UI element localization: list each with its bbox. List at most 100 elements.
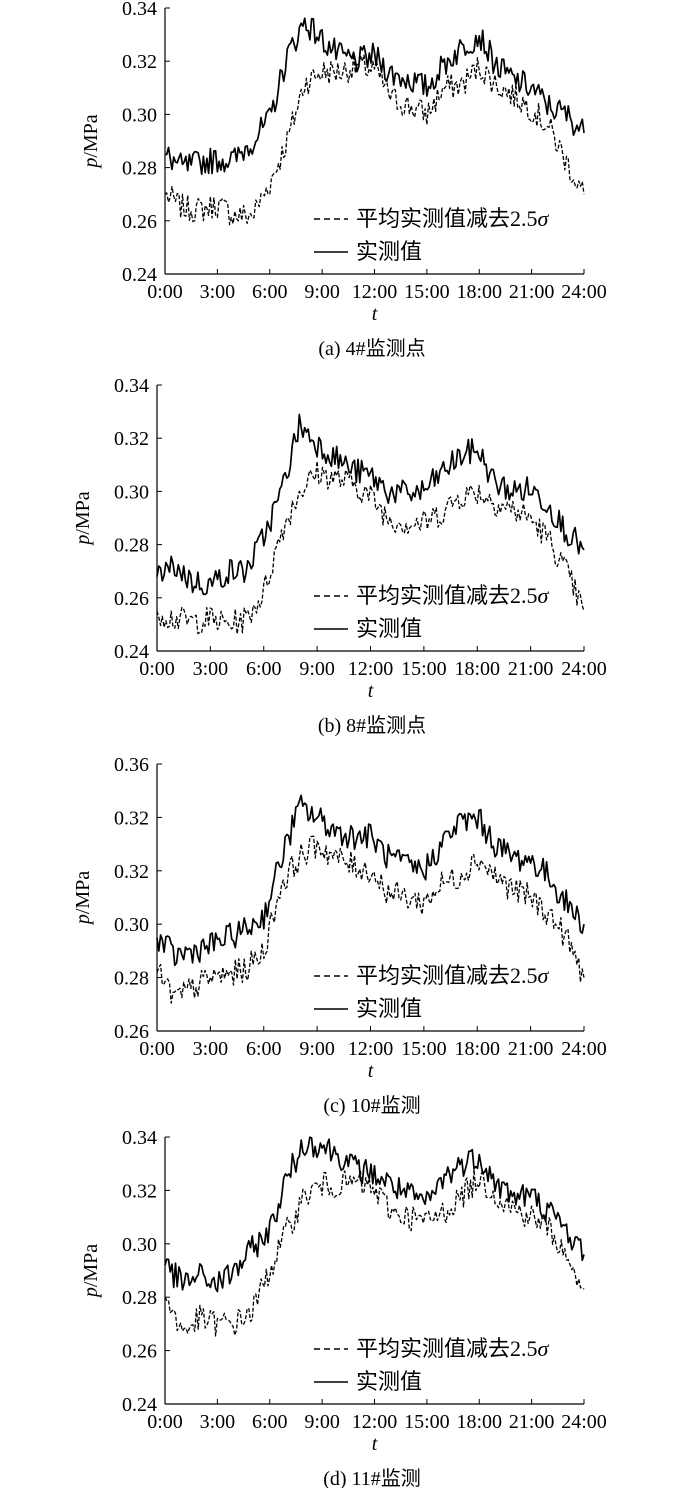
legend-label: 平均实测值减去2.5σ bbox=[356, 1336, 550, 1361]
legend-label: 平均实测值减去2.5σ bbox=[356, 206, 550, 231]
legend-label: 平均实测值减去2.5σ bbox=[356, 583, 550, 608]
series-line-measured bbox=[156, 413, 585, 596]
y-axis-label: p/MPa bbox=[72, 871, 94, 926]
legend-label-text: 平均实测值减去2.5 bbox=[356, 583, 538, 608]
x-tick-label: 6:00 bbox=[246, 1038, 282, 1060]
chart-panel-1: 0.24 0.26 0.28 0.30 0.32 0.34 0:00 3:00 6:00 9:00… bbox=[80, 0, 607, 360]
legend-label: 实测值 bbox=[356, 239, 422, 264]
legend-label-text: 实测值 bbox=[356, 1369, 422, 1394]
x-tick-label: 21:00 bbox=[508, 658, 554, 680]
x-tick-label: 3:00 bbox=[200, 281, 236, 303]
legend-label: 实测值 bbox=[356, 996, 422, 1021]
y-tick-label: 0.28 bbox=[114, 968, 149, 990]
x-tick-label: 24:00 bbox=[561, 281, 607, 303]
x-tick-label: 0:00 bbox=[147, 1411, 183, 1433]
x-tick-label: 9:00 bbox=[299, 1038, 335, 1060]
x-tick-label: 21:00 bbox=[509, 281, 555, 303]
panel-caption: (d) 11#监测 bbox=[323, 1467, 421, 1488]
y-tick-label: 0.34 bbox=[122, 0, 157, 20]
series-line-measured bbox=[164, 17, 585, 176]
y-tick-label: 0.36 bbox=[114, 754, 149, 776]
y-tick-label: 0.32 bbox=[114, 428, 149, 450]
legend-label-text: 平均实测值减去2.5 bbox=[356, 1336, 538, 1361]
x-tick-label: 18:00 bbox=[456, 281, 502, 303]
y-tick-label: 0.26 bbox=[122, 211, 157, 233]
y-tick-label: 0.24 bbox=[122, 264, 157, 286]
legend-label-text: 平均实测值减去2.5 bbox=[356, 206, 538, 231]
y-tick-label: 0.28 bbox=[122, 158, 157, 180]
x-tick-label: 0:00 bbox=[139, 658, 175, 680]
series-line-measured bbox=[156, 794, 585, 967]
y-tick-label: 0.30 bbox=[122, 104, 157, 126]
legend-label-text: 实测值 bbox=[356, 616, 422, 641]
y-axis-label-unit: /MPa bbox=[72, 491, 94, 534]
x-tick-label: 12:00 bbox=[352, 1411, 398, 1433]
x-tick-label: 9:00 bbox=[304, 281, 340, 303]
x-tick-label: 12:00 bbox=[348, 1038, 394, 1060]
x-axis-label: t bbox=[368, 1060, 374, 1082]
y-tick-label: 0.24 bbox=[114, 641, 149, 663]
x-tick-label: 18:00 bbox=[456, 1411, 502, 1433]
y-tick-label: 0.32 bbox=[114, 861, 149, 883]
y-tick-label: 0.30 bbox=[114, 914, 149, 936]
y-tick-label: 0.28 bbox=[122, 1287, 157, 1309]
y-tick-label: 0.30 bbox=[122, 1234, 157, 1256]
x-tick-label: 18:00 bbox=[454, 658, 500, 680]
legend-label-symbol: σ bbox=[538, 1336, 550, 1361]
x-tick-label: 0:00 bbox=[139, 1038, 175, 1060]
x-tick-label: 3:00 bbox=[200, 1411, 236, 1433]
panel-caption: (a) 4#监测点 bbox=[318, 337, 425, 360]
x-tick-label: 12:00 bbox=[348, 658, 394, 680]
x-tick-label: 3:00 bbox=[193, 658, 229, 680]
legend-label-text: 平均实测值减去2.5 bbox=[356, 963, 538, 988]
y-axis-label-symbol: p bbox=[80, 158, 102, 170]
x-tick-label: 3:00 bbox=[193, 1038, 229, 1060]
legend-label-text: 实测值 bbox=[356, 996, 422, 1021]
x-tick-label: 21:00 bbox=[508, 1038, 554, 1060]
y-tick-label: 0.28 bbox=[114, 535, 149, 557]
legend-label: 实测值 bbox=[356, 1369, 422, 1394]
x-tick-label: 9:00 bbox=[299, 658, 335, 680]
x-tick-label: 9:00 bbox=[304, 1411, 340, 1433]
panel-caption: (c) 10#监测 bbox=[323, 1094, 420, 1117]
y-axis-label-unit: /MPa bbox=[80, 114, 102, 157]
x-tick-label: 6:00 bbox=[246, 658, 282, 680]
x-axis-label: t bbox=[368, 680, 374, 702]
x-tick-label: 12:00 bbox=[352, 281, 398, 303]
y-axis-label-symbol: p bbox=[80, 1287, 102, 1299]
y-tick-label: 0.32 bbox=[114, 807, 149, 829]
x-tick-label: 0:00 bbox=[147, 281, 183, 303]
legend-label-symbol: σ bbox=[538, 206, 550, 231]
x-tick-label: 15:00 bbox=[401, 1038, 447, 1060]
chart-panel-3: 0.26 0.28 0.30 0.32 0.32 0.36 0:00 3:00 6:00 9:00… bbox=[72, 754, 607, 1117]
x-tick-label: 24:00 bbox=[561, 658, 607, 680]
x-tick-label: 24:00 bbox=[561, 1411, 607, 1433]
y-tick-label: 0.32 bbox=[122, 51, 157, 73]
x-axis-label: t bbox=[372, 1433, 378, 1455]
y-tick-label: 0.32 bbox=[122, 1180, 157, 1202]
x-tick-label: 21:00 bbox=[509, 1411, 555, 1433]
x-tick-label: 15:00 bbox=[401, 658, 447, 680]
y-axis-label: p/MPa bbox=[72, 491, 94, 546]
chart-panel-4: 0.24 0.26 0.28 0.30 0.32 0.34 0:00 3:00 6:00 9:00… bbox=[80, 1127, 607, 1488]
x-tick-label: 6:00 bbox=[252, 1411, 288, 1433]
y-axis-label-symbol: p bbox=[72, 914, 94, 926]
y-axis-label: p/MPa bbox=[80, 114, 102, 169]
y-axis-label-symbol: p bbox=[72, 535, 94, 547]
legend-label: 平均实测值减去2.5σ bbox=[356, 963, 550, 988]
y-tick-label: 0.26 bbox=[114, 588, 149, 610]
series-line-mean-minus-sigma bbox=[164, 53, 585, 226]
y-tick-label: 0.34 bbox=[114, 375, 149, 397]
y-axis-label: p/MPa bbox=[80, 1244, 102, 1299]
y-axis-label-unit: /MPa bbox=[72, 871, 94, 914]
y-tick-label: 0.34 bbox=[122, 1127, 157, 1149]
x-tick-label: 24:00 bbox=[561, 1038, 607, 1060]
legend-label-symbol: σ bbox=[538, 583, 550, 608]
x-tick-label: 15:00 bbox=[404, 281, 450, 303]
y-tick-label: 0.26 bbox=[114, 1021, 149, 1043]
x-tick-label: 18:00 bbox=[454, 1038, 500, 1060]
y-tick-label: 0.24 bbox=[122, 1394, 157, 1416]
chart-panel-2: 0.24 0.26 0.28 0.30 0.32 0.34 0:00 3:00 6:00 9:00… bbox=[72, 375, 607, 737]
legend-label: 实测值 bbox=[356, 616, 422, 641]
